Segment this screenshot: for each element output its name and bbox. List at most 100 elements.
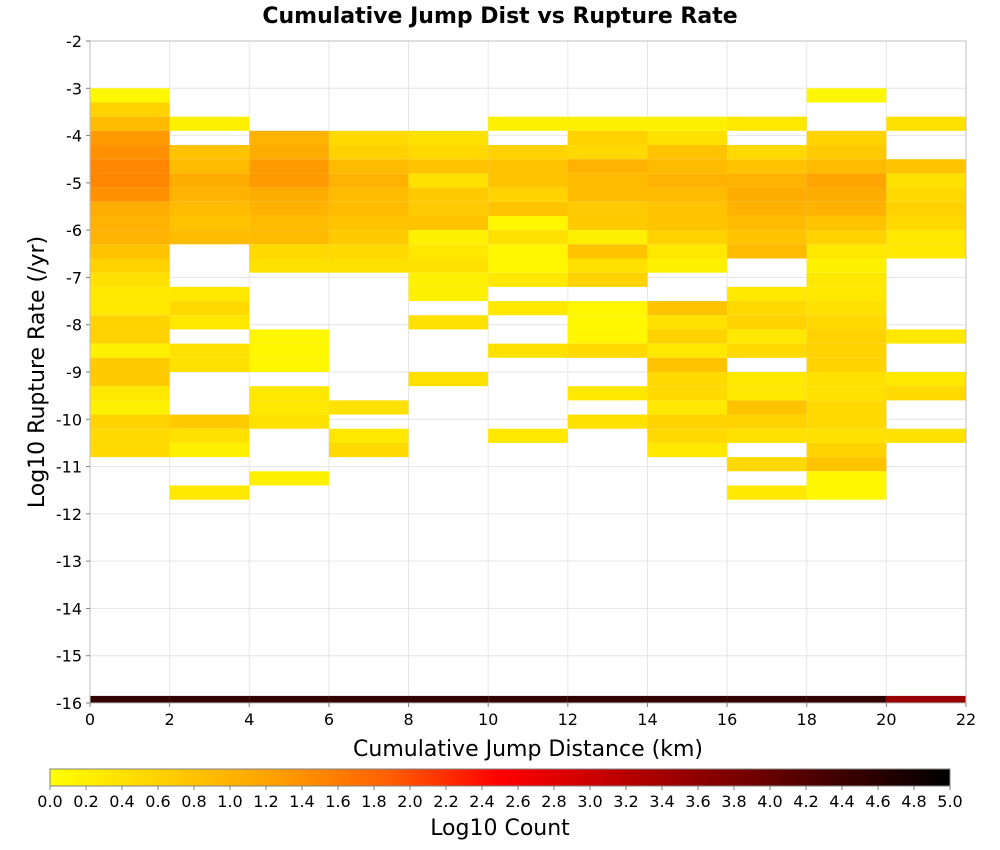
colorbar-tick-label: 2.0 bbox=[397, 792, 422, 811]
heatmap-cell bbox=[90, 215, 170, 231]
heatmap-cell bbox=[806, 173, 887, 188]
heatmap-cell bbox=[647, 145, 728, 160]
colorbar-tick-label: 0.6 bbox=[145, 792, 170, 811]
heatmap-cell bbox=[408, 145, 489, 160]
heatmap-cell bbox=[647, 357, 728, 372]
heatmap-cell bbox=[169, 442, 250, 458]
heatmap-cell bbox=[488, 145, 568, 160]
heatmap-cell bbox=[408, 286, 489, 302]
heatmap-cell bbox=[90, 414, 170, 429]
heatmap-cell bbox=[328, 258, 409, 273]
colorbar-tick-label: 1.8 bbox=[361, 792, 386, 811]
heatmap-cell bbox=[488, 187, 568, 202]
heatmap-cell bbox=[488, 272, 568, 287]
y-tick-label: -2 bbox=[66, 32, 82, 51]
heatmap-cell bbox=[328, 145, 409, 160]
heatmap-cell bbox=[567, 315, 648, 330]
colorbar-tick-label: 2.4 bbox=[469, 792, 494, 811]
heatmap-cell bbox=[408, 315, 489, 330]
heatmap-cell bbox=[90, 343, 170, 358]
heatmap-cell bbox=[90, 301, 170, 316]
heatmap-cell bbox=[408, 258, 489, 273]
heatmap-cell bbox=[727, 315, 807, 330]
heatmap-cell bbox=[647, 428, 728, 443]
heatmap-cell bbox=[90, 442, 170, 458]
colorbar-tick-label: 3.2 bbox=[613, 792, 638, 811]
colorbar-tick-label: 0.4 bbox=[109, 792, 134, 811]
heatmap-cell bbox=[806, 343, 887, 358]
heatmap-cell bbox=[90, 272, 170, 287]
heatmap-cell bbox=[567, 414, 648, 429]
y-tick-label: -4 bbox=[66, 127, 82, 146]
heatmap-cell bbox=[488, 695, 568, 703]
y-tick-label: -9 bbox=[66, 363, 82, 382]
heatmap-cell bbox=[90, 372, 170, 387]
heatmap-cell bbox=[169, 695, 250, 703]
heatmap-cell bbox=[169, 201, 250, 216]
x-tick-label: 12 bbox=[558, 710, 578, 729]
heatmap-cell bbox=[90, 159, 170, 174]
heatmap-cell bbox=[169, 414, 250, 429]
heatmap-cell bbox=[727, 244, 807, 259]
heatmap-cell bbox=[567, 386, 648, 401]
heatmap-cell bbox=[647, 187, 728, 202]
heatmap-cell bbox=[727, 485, 807, 500]
heatmap-cell bbox=[806, 428, 887, 443]
heatmap-cell bbox=[90, 315, 170, 330]
heatmap-cell bbox=[806, 386, 887, 401]
heatmap-cell bbox=[90, 88, 170, 103]
heatmap-cell bbox=[567, 343, 648, 358]
heatmap-cells bbox=[90, 88, 966, 703]
heatmap-cell bbox=[90, 173, 170, 188]
heatmap-cell bbox=[886, 187, 966, 202]
heatmap-cell bbox=[567, 695, 648, 703]
heatmap-cell bbox=[169, 315, 250, 330]
heatmap-cell bbox=[806, 414, 887, 429]
heatmap-cell bbox=[647, 173, 728, 188]
heatmap-cell bbox=[328, 400, 409, 415]
x-tick-label: 10 bbox=[478, 710, 498, 729]
y-tick-label: -11 bbox=[56, 458, 82, 477]
heatmap-cell bbox=[806, 187, 887, 202]
heatmap-cell bbox=[249, 400, 329, 415]
heatmap-cell bbox=[567, 130, 648, 146]
heatmap-cell bbox=[567, 329, 648, 344]
colorbar-tick-label: 3.6 bbox=[685, 792, 710, 811]
heatmap-cell bbox=[567, 173, 648, 188]
heatmap-cell bbox=[249, 215, 329, 231]
x-tick-label: 4 bbox=[244, 710, 254, 729]
heatmap-cell bbox=[249, 386, 329, 401]
y-tick-label: -16 bbox=[56, 694, 82, 713]
heatmap-cell bbox=[647, 201, 728, 216]
heatmap-cell bbox=[408, 130, 489, 146]
heatmap-cell bbox=[90, 428, 170, 443]
heatmap-cell bbox=[647, 130, 728, 146]
heatmap-cell bbox=[90, 130, 170, 146]
heatmap-cell bbox=[806, 457, 887, 472]
heatmap-cell bbox=[169, 159, 250, 174]
heatmap-cell bbox=[806, 258, 887, 273]
colorbar-tick-label: 3.4 bbox=[649, 792, 674, 811]
heatmap-cell bbox=[169, 301, 250, 316]
heatmap-cell bbox=[886, 230, 966, 245]
heatmap-cell bbox=[806, 272, 887, 287]
heatmap-cell bbox=[488, 244, 568, 259]
y-tick-label: -7 bbox=[66, 268, 82, 287]
heatmap-cell bbox=[488, 215, 568, 231]
y-tick-label: -14 bbox=[56, 599, 82, 618]
heatmap-cell bbox=[169, 343, 250, 358]
x-axis-label: Cumulative Jump Distance (km) bbox=[353, 737, 703, 762]
x-axis-ticks: 0 2 4 6 8 10 12 14 16 18 20 22 bbox=[85, 703, 976, 729]
heatmap-cell bbox=[90, 187, 170, 202]
colorbar-tick-label: 2.2 bbox=[433, 792, 458, 811]
heatmap-cell bbox=[408, 215, 489, 231]
y-tick-label: -5 bbox=[66, 174, 82, 193]
heatmap-cell bbox=[886, 159, 966, 174]
heatmap-cell bbox=[249, 343, 329, 358]
heatmap-cell bbox=[806, 442, 887, 458]
heatmap-cell bbox=[169, 116, 250, 131]
colorbar-tick-label: 1.0 bbox=[217, 792, 242, 811]
heatmap-cell bbox=[806, 215, 887, 231]
heatmap-cell bbox=[727, 145, 807, 160]
heatmap-cell bbox=[727, 457, 807, 472]
